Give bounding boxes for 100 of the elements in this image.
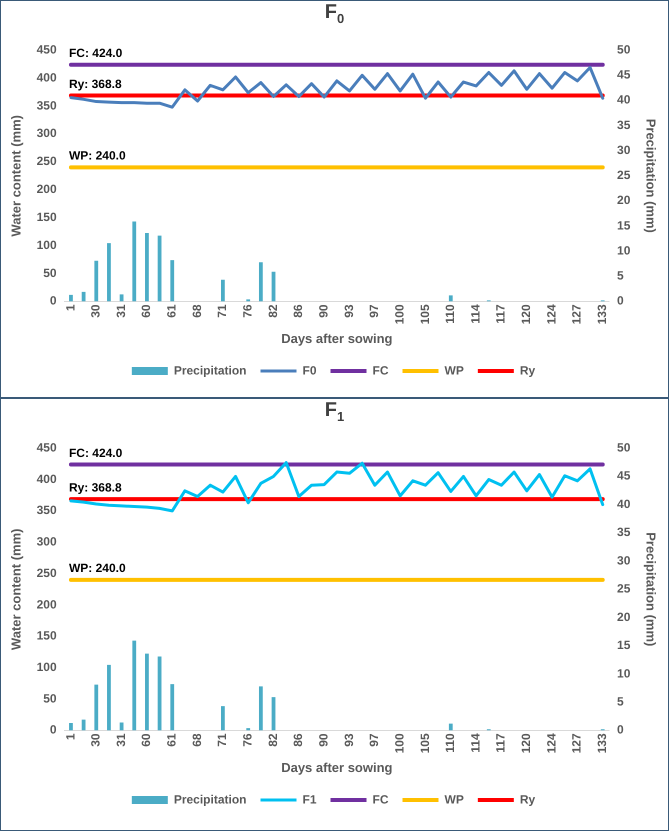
y2-tick-label: 5 <box>617 268 624 283</box>
y2-tick-label: 0 <box>617 722 624 737</box>
x-tick-label: 30 <box>88 733 103 747</box>
y2-tick-label: 20 <box>617 193 631 208</box>
x-tick-label: 93 <box>342 304 356 318</box>
x-tick-label: 124 <box>544 304 558 324</box>
x-tick-label: 100 <box>392 733 406 754</box>
x-tick-label: 31 <box>114 733 128 747</box>
y-axis-title: Water content (mm) <box>8 115 24 237</box>
bar <box>272 697 276 730</box>
x-tick-label: 110 <box>443 304 458 324</box>
bar <box>170 684 174 730</box>
y2-tick-label: 40 <box>617 92 631 107</box>
y-tick-label: 200 <box>36 182 57 196</box>
y2-tick-label: 10 <box>617 243 631 258</box>
bar <box>82 292 86 302</box>
bar <box>145 233 149 302</box>
annotation: FC: 424.0 <box>68 46 123 60</box>
y-tick-label: 350 <box>36 503 57 518</box>
x-tick-label: 68 <box>190 733 204 747</box>
y-tick-label: 50 <box>43 266 57 280</box>
annotation: WP: 240.0 <box>68 561 126 576</box>
legend-label: Precipitation <box>174 792 247 806</box>
y2-axis-title: Precipitation (mm) <box>644 532 659 646</box>
legend-label: FC <box>372 792 389 806</box>
y-tick-label: 250 <box>36 154 57 168</box>
x-tick-label: 100 <box>392 304 406 324</box>
bar <box>107 664 111 730</box>
bar <box>120 722 124 730</box>
bar <box>258 262 263 302</box>
bar <box>170 260 174 302</box>
annotation: WP: 240.0 <box>68 148 126 163</box>
y2-tick-label: 20 <box>617 610 631 624</box>
y-tick-label: 150 <box>36 628 57 643</box>
x-tick-label: 120 <box>519 304 534 324</box>
x-tick-label: 31 <box>114 304 128 318</box>
x-tick-label: 93 <box>342 733 356 747</box>
legend-label: Ry <box>520 363 536 378</box>
y-tick-label: 50 <box>43 691 57 706</box>
y-tick-label: 400 <box>36 472 57 486</box>
legend-label: WP <box>444 792 464 806</box>
legend-label: F0 <box>302 363 317 378</box>
x-tick-label: 117 <box>494 733 508 753</box>
x-tick-label: 114 <box>468 733 482 753</box>
x-tick-label: 105 <box>418 304 432 324</box>
y-tick-label: 300 <box>36 126 57 140</box>
annotation: Ry: 368.8 <box>68 480 122 494</box>
y-tick-label: 150 <box>36 210 57 224</box>
x-tick-label: 133 <box>595 733 610 754</box>
y2-axis-title: Precipitation (mm) <box>644 118 659 233</box>
x-tick-label: 90 <box>316 304 330 318</box>
bar <box>145 654 149 730</box>
x-tick-label: 97 <box>367 733 382 747</box>
x-tick-label: 82 <box>266 304 280 318</box>
bar <box>94 260 98 302</box>
y-tick-label: 100 <box>36 660 57 674</box>
x-tick-label: 76 <box>240 304 255 318</box>
bar <box>220 280 225 302</box>
annotation: Ry: 368.8 <box>68 76 122 91</box>
y-tick-label: 450 <box>36 440 57 455</box>
y2-tick-label: 50 <box>617 42 631 57</box>
x-tick-label: 117 <box>494 304 508 324</box>
y2-tick-label: 35 <box>617 118 631 132</box>
bar <box>158 656 162 730</box>
x-tick-label: 124 <box>544 733 558 754</box>
legend-label: FC <box>372 363 389 378</box>
y-tick-label: 200 <box>36 597 57 612</box>
y2-tick-label: 25 <box>617 582 631 596</box>
y-tick-label: 0 <box>50 722 57 737</box>
x-tick-label: 61 <box>164 304 179 318</box>
x-tick-label: 120 <box>519 733 534 754</box>
chart-title: F$_{1}$ <box>324 399 346 426</box>
bar <box>158 236 162 302</box>
x-axis-title: Days after sowing <box>281 330 393 346</box>
x-tick-label: 97 <box>367 304 382 318</box>
x-tick-label: 90 <box>316 733 330 747</box>
y2-tick-label: 5 <box>617 694 624 708</box>
x-tick-label: 86 <box>291 733 306 747</box>
bar <box>272 272 276 302</box>
chart-title: F$_{0}$ <box>324 1 346 28</box>
x-tick-label: 76 <box>240 733 255 747</box>
y2-tick-label: 35 <box>617 525 631 540</box>
x-tick-label: 60 <box>139 304 154 318</box>
bar <box>94 684 98 730</box>
x-tick-label: 1 <box>63 304 78 312</box>
bar <box>120 294 124 302</box>
y-tick-label: 250 <box>36 566 57 580</box>
bar <box>107 243 111 302</box>
legend-label: WP <box>444 363 464 378</box>
x-tick-label: 110 <box>443 733 458 753</box>
x-tick-label: 86 <box>291 304 306 318</box>
annotation: FC: 424.0 <box>68 446 123 460</box>
x-tick-label: 127 <box>570 733 584 754</box>
y-tick-label: 0 <box>50 294 57 308</box>
y-tick-label: 400 <box>36 70 57 84</box>
x-tick-label: 61 <box>164 733 179 747</box>
x-tick-label: 68 <box>190 304 204 318</box>
y-tick-label: 450 <box>36 42 57 57</box>
y-axis-title: Water content (mm) <box>8 528 24 650</box>
x-tick-label: 127 <box>570 304 584 324</box>
